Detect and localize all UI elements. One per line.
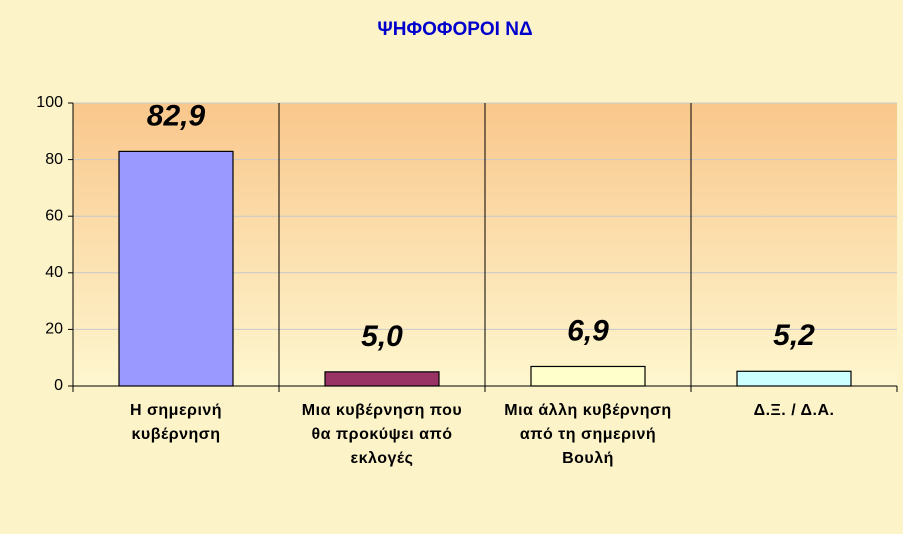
data-label: 82,9: [147, 99, 206, 132]
bar: [118, 150, 234, 387]
data-label: 5,2: [773, 319, 815, 352]
y-tick-label: 40: [45, 264, 63, 281]
y-tick-label: 0: [54, 377, 63, 394]
x-tick-label: Μια κυβέρνηση που θα προκύψει από εκλογέ…: [301, 402, 463, 467]
x-tick-label: Η σημερινή κυβέρνηση: [129, 402, 223, 443]
bar: [736, 370, 852, 387]
chart-title: ΨΗΦΟΦΟΡΟΙ ΝΔ: [377, 19, 532, 40]
y-tick-label: 60: [45, 207, 63, 224]
y-tick-label: 100: [36, 94, 63, 111]
bar: [530, 365, 646, 387]
x-tick-label: Μια άλλη κυβέρνηση από τη σημερινή Βουλή: [504, 402, 672, 467]
y-tick-label: 80: [45, 151, 63, 168]
x-tick-label: Δ.Ξ. / Δ.Α.: [753, 402, 835, 419]
y-tick-label: 20: [45, 321, 63, 338]
data-label: 6,9: [567, 314, 609, 347]
bar: [324, 371, 440, 387]
data-label: 5,0: [361, 320, 403, 353]
